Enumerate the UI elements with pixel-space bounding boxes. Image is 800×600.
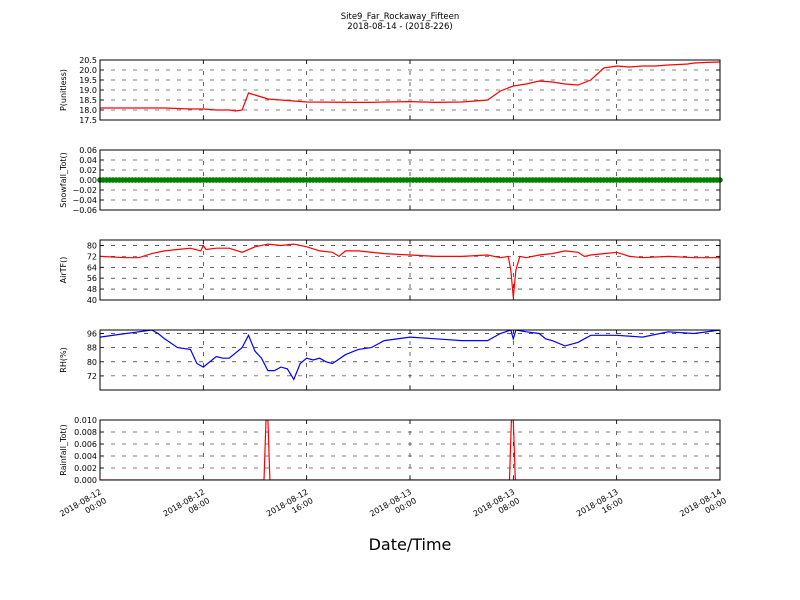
figure-subtitle: 2018-08-14 - (2018-226) <box>347 22 452 32</box>
y-tick-label: 72 <box>87 372 97 381</box>
series-line-5 <box>100 420 720 480</box>
series-line-3 <box>100 243 720 298</box>
axes-frame <box>99 419 721 481</box>
series-line-1 <box>100 61 720 112</box>
y-axis-label: Snowfall_Tot() <box>59 152 68 208</box>
subplot-5: 0.000 0.002 0.004 0.006 0.008 0.010 Rainfall_T… <box>59 416 721 485</box>
y-axis-label: Rainfall_Tot() <box>59 424 68 476</box>
y-tick-label: 0.006 <box>74 440 97 449</box>
y-tick-label: 0.008 <box>74 428 97 437</box>
y-tick-label: 56 <box>87 274 97 283</box>
y-tick-label: 80 <box>87 241 97 250</box>
subplot-4: 72 80 88 96 RH(%) <box>59 329 721 391</box>
y-tick-label: 17.5 <box>79 116 97 125</box>
y-tick-label: 0.04 <box>79 156 97 165</box>
subplot-3: 40 48 56 64 72 80 AirTF() <box>59 239 721 305</box>
y-tick-label: 18.0 <box>79 106 97 115</box>
y-tick-label: 96 <box>87 330 97 339</box>
y-tick-label: 19.0 <box>79 86 97 95</box>
y-tick-label: 40 <box>87 296 97 305</box>
y-tick-label: −0.06 <box>72 206 97 215</box>
y-tick-label: 88 <box>87 344 97 353</box>
series-markers <box>97 177 723 183</box>
y-tick-label: 0.000 <box>74 476 97 485</box>
subplot-2: −0.06−0.04−0.020.000.020.040.06 Snowfall_… <box>59 146 723 215</box>
y-tick-label: 0.002 <box>74 464 97 473</box>
y-axis-label: AirTF() <box>59 257 68 284</box>
y-tick-label: 48 <box>87 285 97 294</box>
axes-frame <box>99 149 721 211</box>
axes-frame <box>99 59 721 121</box>
y-tick-label: 0.02 <box>79 166 97 175</box>
y-tick-label: 72 <box>87 252 97 261</box>
y-tick-label: 20.0 <box>79 66 97 75</box>
y-tick-label: 0.06 <box>79 146 97 155</box>
y-axis-label: RH(%) <box>59 347 68 372</box>
series-line-4 <box>100 330 720 381</box>
y-tick-label: 0.010 <box>74 416 97 425</box>
y-tick-label: 64 <box>87 263 97 272</box>
y-tick-label: 0.00 <box>79 176 97 185</box>
axes-frame <box>99 239 721 301</box>
figure-title: Site9_Far_Rockaway_Fifteen <box>341 12 460 22</box>
axes-frame <box>99 329 721 391</box>
y-tick-label: 19.5 <box>79 76 97 85</box>
x-axis-label: Date/Time <box>369 535 452 554</box>
y-tick-label: −0.02 <box>72 186 97 195</box>
y-tick-label: −0.04 <box>72 196 97 205</box>
subplot-stack: 17.518.018.519.019.520.020.5 P(unitless) −… <box>59 56 723 485</box>
y-tick-label: 18.5 <box>79 96 97 105</box>
y-tick-label: 0.004 <box>74 452 97 461</box>
subplot-1: 17.518.018.519.019.520.020.5 P(unitless) <box>59 56 721 125</box>
y-tick-label: 80 <box>87 358 97 367</box>
y-axis-label: P(unitless) <box>59 69 68 111</box>
y-tick-label: 20.5 <box>79 56 97 65</box>
